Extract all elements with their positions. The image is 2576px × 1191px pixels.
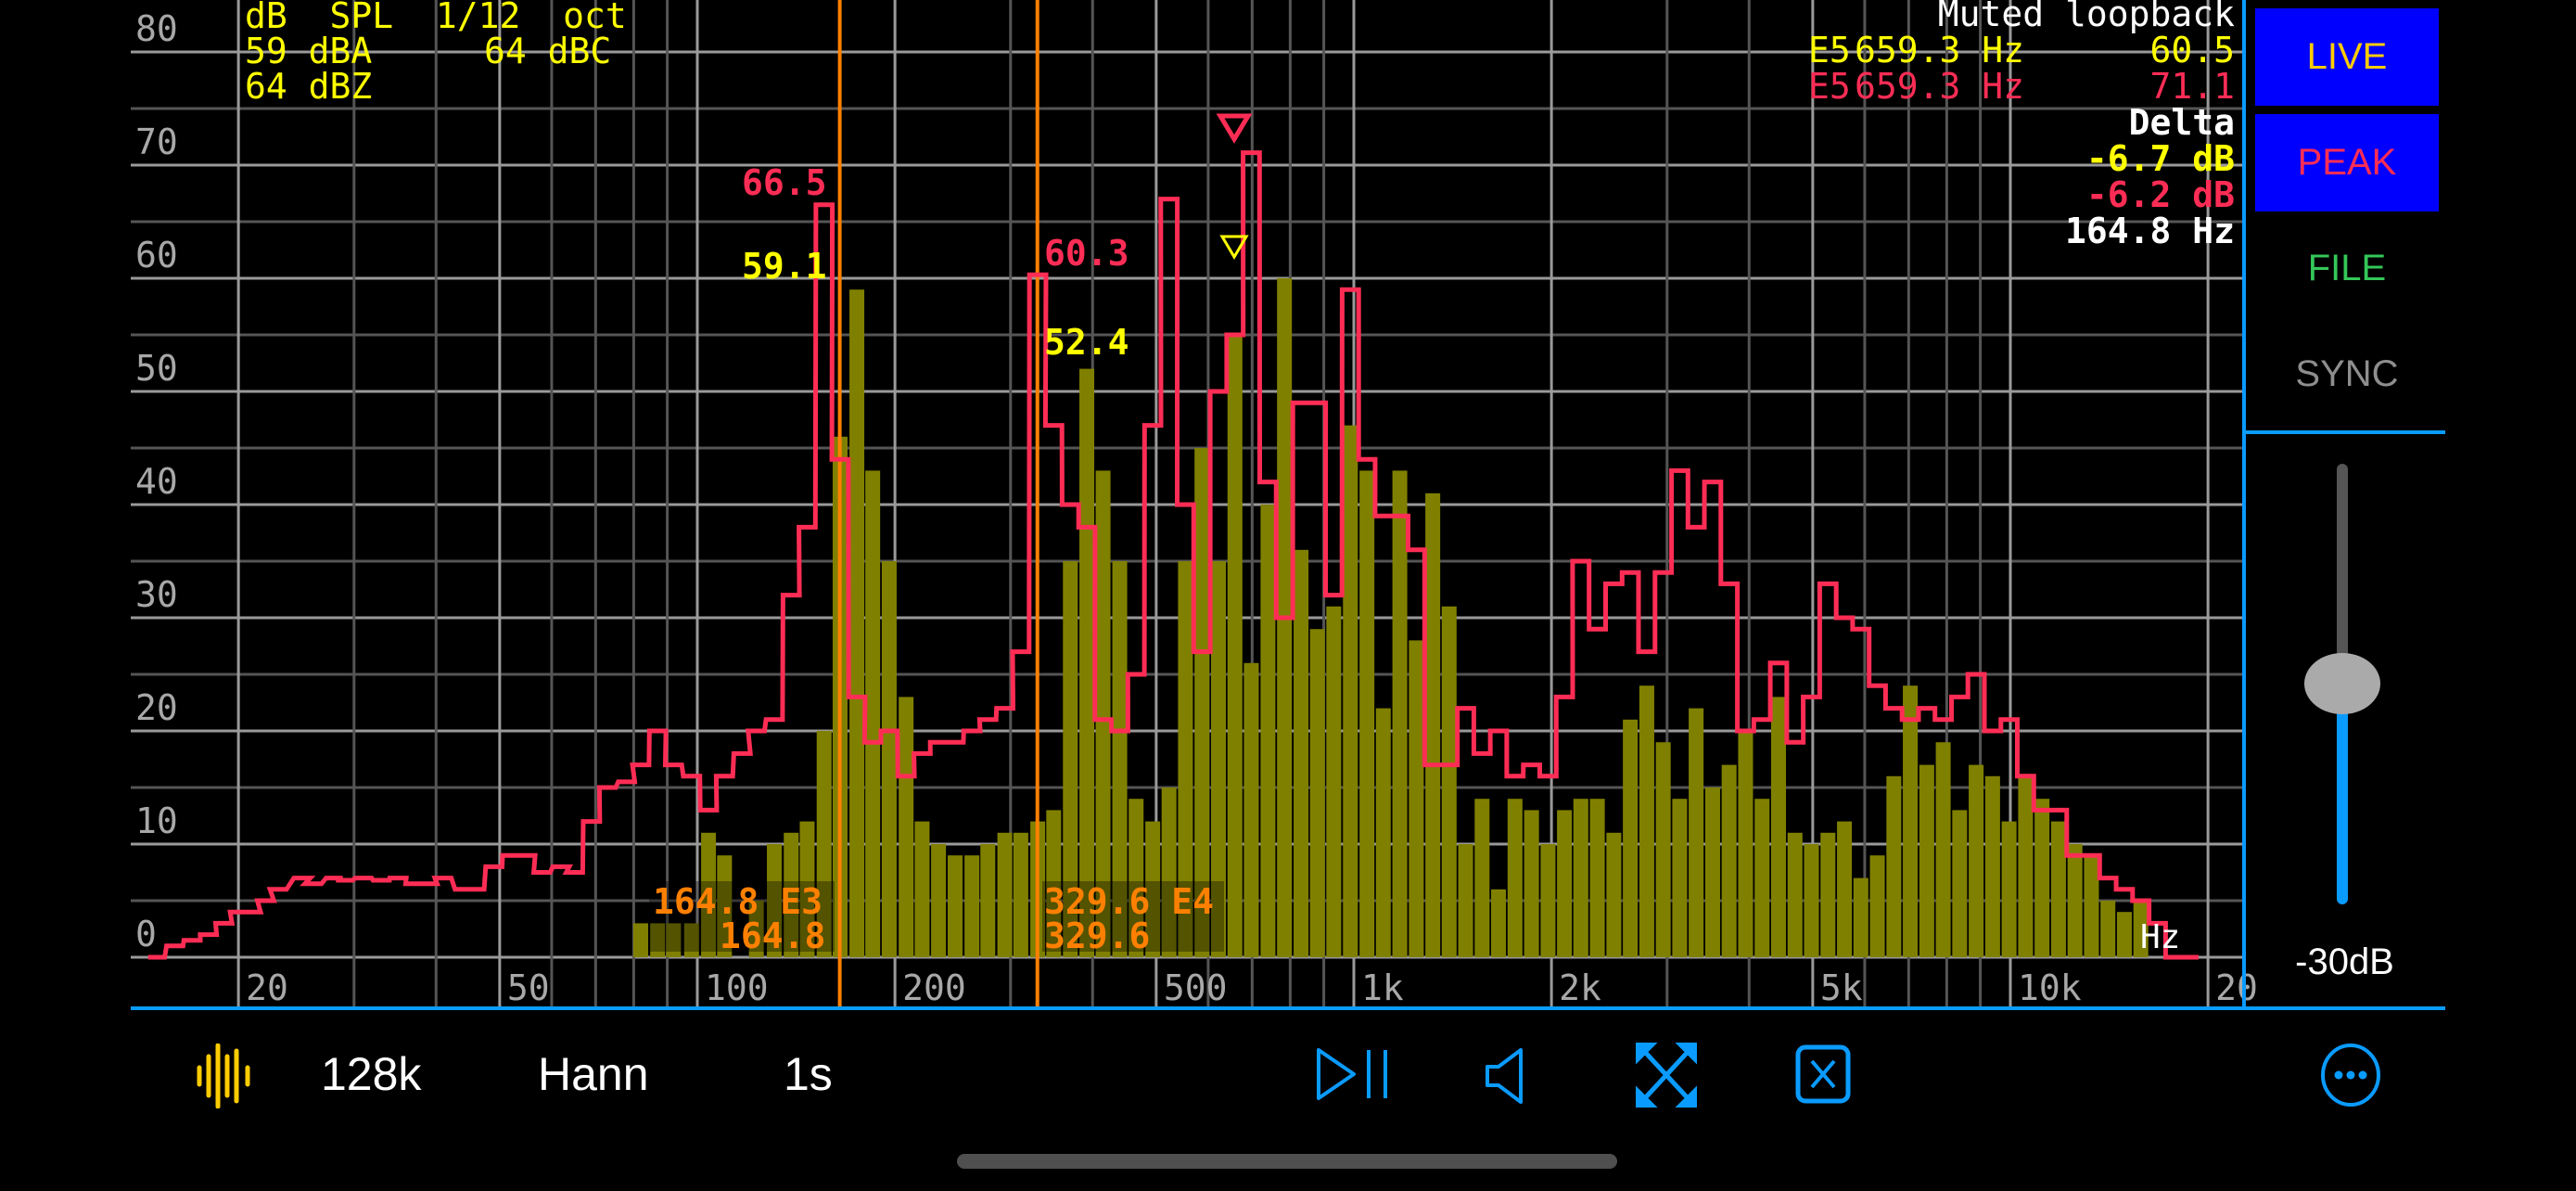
svg-text:10k: 10k <box>2018 967 2082 1008</box>
live-level: 60.5 <box>2149 30 2235 70</box>
dbz-readout: 64 dBZ <box>245 66 372 107</box>
gain-slider[interactable] <box>2304 464 2380 909</box>
sync-button[interactable]: SYNC <box>2295 353 2399 394</box>
gain-value: -30dB <box>2295 941 2394 982</box>
window-function-button[interactable]: Hann <box>538 1048 649 1100</box>
home-indicator <box>957 1154 1617 1169</box>
live-freq: 659.3 Hz <box>1855 30 2024 70</box>
marker2-peak-value: 60.3 <box>1044 233 1129 274</box>
live-bars <box>632 278 2149 958</box>
averaging-button[interactable]: 1s <box>784 1048 833 1100</box>
svg-text:50: 50 <box>507 967 550 1008</box>
live-button[interactable]: LIVE <box>2255 8 2439 106</box>
svg-text:0: 0 <box>135 914 157 954</box>
slider-thumb[interactable] <box>2304 653 2380 714</box>
waveform-icon[interactable] <box>195 1043 254 1112</box>
svg-text:80: 80 <box>135 8 178 49</box>
peak-note: E5 <box>1808 66 1851 107</box>
svg-text:200: 200 <box>902 967 966 1008</box>
fft-size-button[interactable]: 128k <box>321 1048 422 1100</box>
marker2-freq-label: 329.6 <box>1044 916 1150 956</box>
marker1-note-label: 164.8 E3 <box>653 881 823 922</box>
peak-marker-triangle-icon <box>1216 113 1253 144</box>
svg-text:20: 20 <box>246 967 288 1008</box>
marker2-live-value: 52.4 <box>1044 322 1129 363</box>
more-icon[interactable] <box>2320 1043 2381 1111</box>
peak-button[interactable]: PEAK <box>2255 114 2439 211</box>
dba-readout: 59 dBA <box>245 31 372 71</box>
peak-hold-line <box>147 150 2199 960</box>
unit-label: dB SPL 1/12 oct <box>245 0 627 36</box>
fullscreen-icon[interactable] <box>1635 1042 1698 1111</box>
x-axis-labels: 20 50 100 200 500 1k 2k 5k 10k 20 <box>246 967 2258 1008</box>
source-label: Muted loopback <box>1938 0 2235 34</box>
live-note: E5 <box>1808 30 1851 70</box>
marker-lines <box>837 0 1039 1008</box>
live-marker-triangle-icon <box>1219 235 1249 260</box>
dbc-readout: 64 dBC <box>484 31 611 71</box>
peak-freq: 659.3 Hz <box>1855 66 2024 107</box>
delta-freq: 164.8 Hz <box>2065 211 2235 251</box>
slider-track-upper <box>2337 464 2348 691</box>
svg-text:30: 30 <box>135 574 178 615</box>
y-axis-labels: 0 10 20 30 40 50 60 70 80 <box>135 8 178 954</box>
delta-live: -6.7 dB <box>2086 138 2235 179</box>
svg-text:5k: 5k <box>1820 967 1863 1008</box>
svg-text:10: 10 <box>135 800 178 841</box>
bottom-toolbar: 128k Hann 1s <box>0 1009 2576 1139</box>
svg-text:20: 20 <box>2215 967 2258 1008</box>
mode-sidebar: LIVE PEAK FILE SYNC -30dB <box>2244 0 2445 1006</box>
svg-text:60: 60 <box>135 235 178 275</box>
slider-track-filled <box>2337 691 2348 904</box>
marker1-freq-label: 164.8 <box>720 916 825 956</box>
marker1-peak-value: 66.5 <box>742 162 827 203</box>
hz-unit-label: Hz <box>2140 918 2180 956</box>
peak-level: 71.1 <box>2149 66 2235 107</box>
svg-text:20: 20 <box>135 687 178 728</box>
marker2-note-label: 329.6 E4 <box>1044 881 1214 922</box>
svg-text:50: 50 <box>135 348 178 389</box>
clear-icon[interactable] <box>1795 1044 1851 1108</box>
speaker-icon[interactable] <box>1484 1046 1530 1109</box>
svg-text:100: 100 <box>705 967 769 1008</box>
svg-text:70: 70 <box>135 122 178 162</box>
delta-peak: -6.2 dB <box>2086 174 2235 215</box>
svg-text:40: 40 <box>135 461 178 502</box>
svg-text:500: 500 <box>1164 967 1228 1008</box>
file-button[interactable]: FILE <box>2307 248 2387 288</box>
svg-text:2k: 2k <box>1559 967 1601 1008</box>
svg-text:1k: 1k <box>1361 967 1404 1008</box>
marker1-live-value: 59.1 <box>742 246 827 287</box>
delta-title: Delta <box>2129 102 2235 143</box>
play-pause-icon[interactable] <box>1315 1046 1395 1106</box>
